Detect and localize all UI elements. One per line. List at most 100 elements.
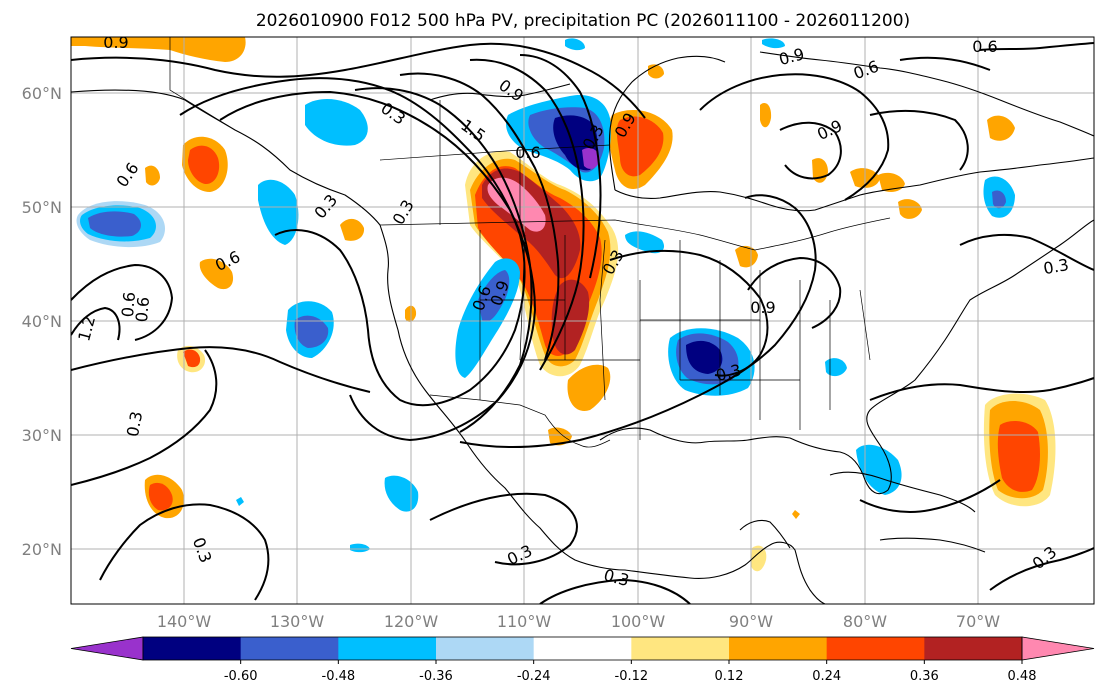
us-canada-border (379, 217, 891, 251)
negative-anomaly-region (625, 231, 665, 254)
negative-anomaly-region (686, 340, 723, 374)
colorbar-frame (142, 636, 1023, 661)
contour-label: 0.6 (515, 143, 540, 162)
pv-contour-line (539, 578, 691, 604)
positive-anomaly-region (616, 116, 664, 177)
negative-anomaly-region (258, 179, 299, 245)
coastlines (71, 51, 1094, 604)
colorbar-tick-label: 0.36 (910, 669, 939, 684)
positive-anomaly-region (898, 199, 922, 219)
longitude-label: 130°W (270, 612, 325, 631)
pv-contour-line (989, 547, 1094, 591)
colorbar-segment (240, 637, 339, 660)
contour-label: 0.3 (123, 410, 146, 438)
contour-label: 0.9 (103, 33, 128, 52)
latitude-label: 30°N (22, 426, 62, 445)
contour-label: 0.6 (972, 37, 997, 56)
coastline (599, 219, 1094, 495)
positive-anomaly-region (751, 545, 767, 572)
longitude-labels: 140°W 130°W 120°W 110°W 100°W 90°W 80°W … (157, 612, 1000, 631)
longitude-label: 120°W (384, 612, 439, 631)
province-border (169, 37, 611, 225)
coastline (614, 157, 1094, 212)
coastline (739, 519, 791, 549)
pv-contour-line (469, 58, 585, 371)
contour-label: 0.9 (750, 298, 775, 317)
coastline (879, 537, 986, 553)
pv-contour-line (71, 346, 371, 393)
colorbar-segment (436, 637, 535, 660)
contour-label: 0.6 (132, 296, 153, 323)
latitude-label: 40°N (22, 312, 62, 331)
pv-contour-line (869, 109, 969, 171)
positive-anomaly-region (188, 145, 220, 185)
positive-anomaly-region (567, 364, 611, 411)
colorbar-tick-label: -0.48 (322, 669, 356, 684)
pv-contour-line (609, 249, 769, 377)
coastline (759, 51, 1094, 137)
colorbar-segment (924, 637, 1023, 660)
pv-contour-line (219, 90, 537, 442)
negative-anomaly-region (992, 190, 1006, 209)
colorbar-segment (631, 637, 730, 660)
coastline (829, 471, 976, 513)
positive-anomaly-region (199, 258, 234, 290)
colorbar-segment (729, 637, 828, 660)
us-mexico-border (429, 394, 611, 448)
pv-contour-line (71, 263, 174, 341)
pv-contour-line (99, 503, 270, 601)
colorbar-tick-label: 0.24 (812, 669, 841, 684)
figure-title: 2026010900 F012 500 hPa PV, precipitatio… (256, 11, 910, 31)
colorbar-tick-label: -0.24 (517, 669, 551, 684)
negative-anomaly-region (825, 358, 847, 377)
latitude-labels: 60°N 50°N 40°N 30°N 20°N (22, 84, 62, 559)
pv-contour-line (779, 121, 842, 180)
colorbar-segment (826, 637, 925, 660)
pv-contour-line (399, 72, 560, 361)
colorbar-tick-label: 0.48 (1008, 669, 1037, 684)
colorbar-segment (533, 637, 632, 660)
positive-anomaly-region (148, 482, 173, 511)
contour-label: 0.6 (118, 291, 139, 318)
positive-anomaly-region (340, 218, 365, 241)
colorbar-segment (338, 637, 437, 660)
positive-anomaly-region (183, 349, 201, 368)
positive-anomaly-region (878, 172, 905, 192)
latitude-label: 50°N (22, 198, 62, 217)
pv-contour-line (959, 233, 1094, 271)
pv-contour-line (699, 73, 890, 201)
negative-anomaly-region (582, 148, 600, 169)
positive-anomaly-region (551, 279, 590, 355)
negative-anomaly-region (305, 98, 368, 146)
pv-contour-line (71, 42, 646, 119)
latitude-label: 20°N (22, 540, 62, 559)
longitude-label: 100°W (611, 612, 666, 631)
positive-anomaly-region (548, 427, 572, 446)
pv-contour-line (899, 56, 991, 71)
negative-anomaly-region (88, 211, 141, 237)
positive-anomaly-region (792, 510, 800, 519)
pv-contour-line (859, 479, 1001, 513)
colorbar-segment (143, 637, 242, 660)
graticule (71, 37, 1094, 604)
negative-anomaly-region (762, 38, 785, 49)
colorbar-tick-label: -0.60 (224, 669, 258, 684)
pv-contour-line (747, 256, 842, 329)
longitude-label: 140°W (157, 612, 212, 631)
negative-anomaly-region (478, 270, 510, 322)
negative-anomaly-region (565, 38, 585, 51)
coastline (71, 89, 826, 604)
latitude-label: 60°N (22, 84, 62, 103)
positive-anomaly-region (487, 177, 546, 232)
longitude-label: 90°W (729, 612, 773, 631)
colorbar: -0.60 -0.48 -0.36 -0.24 -0.12 0.12 0.24 0.36 0.4… (70, 636, 1095, 684)
negative-anomaly-region (384, 475, 419, 512)
pv-contour-line (71, 306, 121, 341)
positive-anomaly-region (997, 420, 1040, 492)
coastline (608, 55, 726, 191)
positive-anomaly-region (987, 115, 1015, 141)
pv-contour-line (519, 54, 602, 279)
colorbar-tick-label: -0.36 (419, 669, 453, 684)
negative-anomaly-region (236, 497, 244, 506)
